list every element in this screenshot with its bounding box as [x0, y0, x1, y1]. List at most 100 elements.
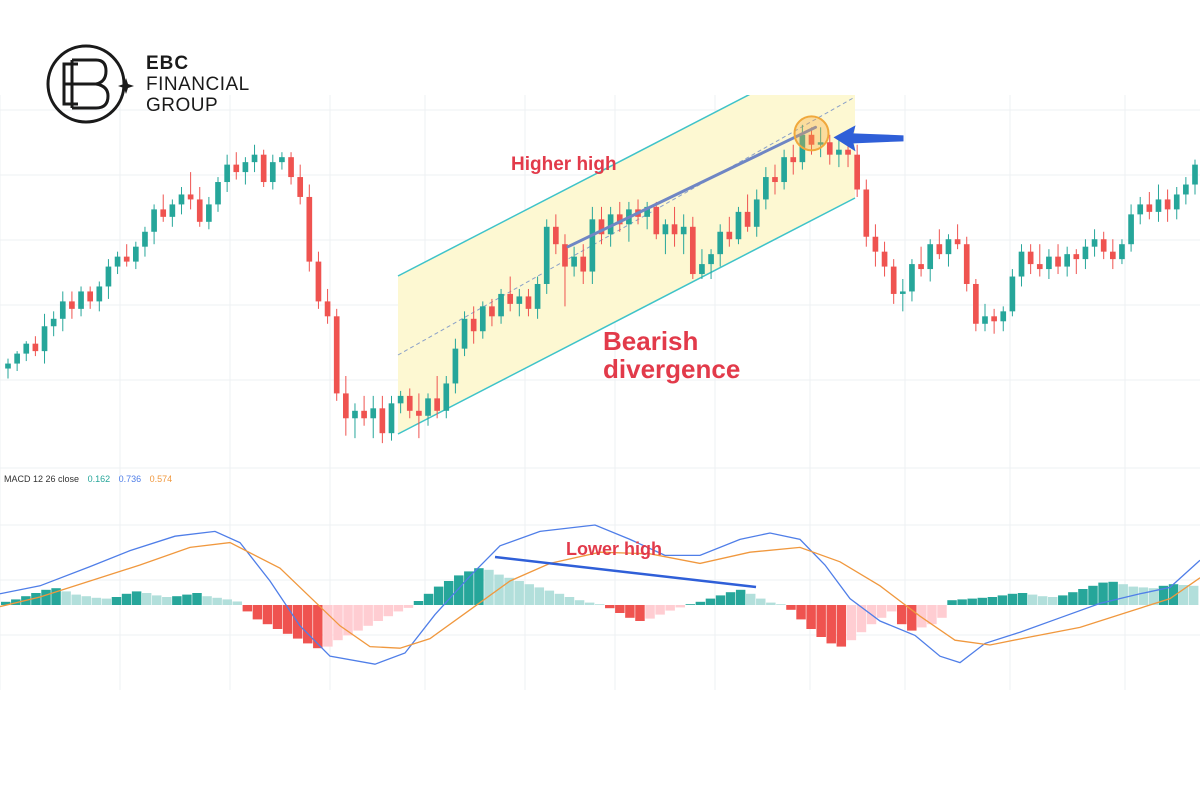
candle-body — [1000, 311, 1007, 322]
candle-body — [470, 318, 477, 332]
histogram-bar — [1068, 592, 1078, 605]
histogram-bar — [303, 605, 313, 644]
macd-legend: MACD 12 26 close 0.162 0.736 0.574 — [4, 474, 172, 484]
macd-legend-title: MACD 12 26 close — [4, 474, 79, 484]
histogram-bar — [886, 605, 897, 612]
histogram-bar — [393, 605, 404, 612]
candle-body — [452, 348, 459, 384]
histogram-bar — [655, 605, 665, 615]
candle-body — [726, 231, 733, 240]
candle-body — [370, 408, 377, 419]
histogram-bar — [383, 605, 394, 617]
candle-body — [1091, 239, 1098, 247]
histogram-bar — [917, 605, 927, 628]
candle-body — [178, 194, 185, 205]
histogram-bar — [1188, 585, 1199, 605]
candle-body — [553, 226, 559, 245]
candle-body — [434, 398, 440, 411]
histogram-bar — [826, 605, 836, 644]
macd-legend-histogram-value: 0.162 — [88, 474, 111, 484]
histogram-bar — [323, 605, 333, 647]
histogram-bar — [695, 601, 706, 605]
candle-body — [680, 226, 687, 235]
histogram-bar — [816, 605, 826, 637]
candle-body — [836, 149, 842, 155]
arrow-icon — [833, 125, 904, 152]
peak-highlight-circle — [793, 115, 830, 152]
candle-body — [123, 256, 130, 262]
candle-body — [790, 157, 797, 163]
candle-body — [406, 395, 413, 411]
histogram-bar — [1027, 594, 1038, 605]
histogram-bar — [554, 593, 565, 605]
histogram-bar — [162, 597, 172, 605]
candle-body — [1128, 214, 1134, 245]
histogram-bar — [534, 587, 545, 605]
histogram-bar — [242, 605, 253, 612]
candle-body — [598, 219, 605, 235]
histogram-bar — [635, 605, 645, 621]
candle-body — [1009, 276, 1016, 312]
histogram-bar — [31, 593, 41, 605]
candle-body — [196, 199, 203, 222]
histogram-bar — [725, 592, 736, 605]
histogram-bar — [172, 596, 182, 605]
histogram-bar — [907, 605, 917, 631]
channel-lower-line — [397, 197, 856, 435]
histogram-bar — [1058, 595, 1068, 605]
histogram-bar — [605, 605, 615, 609]
histogram-bar — [745, 593, 756, 605]
macd-histogram — [1, 568, 1199, 649]
candle-body — [845, 149, 851, 155]
candle-body — [872, 236, 879, 252]
histogram-bar — [594, 604, 605, 605]
candle-body — [772, 177, 778, 183]
candle-body — [233, 164, 240, 173]
candle-body — [753, 199, 760, 227]
candle-body — [909, 264, 915, 292]
candle-body — [1109, 251, 1116, 260]
candle-body — [279, 157, 285, 163]
histogram-bar — [222, 599, 232, 605]
histogram-bar — [443, 581, 454, 605]
histogram-bar — [141, 593, 152, 605]
candle-body — [1046, 256, 1052, 270]
bearish-divergence-label-line2: divergence — [603, 354, 740, 384]
histogram-bar — [1088, 585, 1098, 605]
candle-body — [881, 251, 888, 267]
histogram-bar — [51, 588, 61, 605]
candle-body — [534, 283, 541, 309]
candle-body — [343, 393, 349, 419]
histogram-bar — [282, 605, 293, 634]
histogram-bar — [464, 571, 474, 605]
histogram-bar — [403, 605, 414, 608]
candle-body — [333, 316, 340, 394]
candle-body — [425, 398, 431, 416]
histogram-bar — [967, 598, 977, 605]
histogram-bar — [1, 601, 11, 605]
candle-body — [954, 239, 961, 245]
candle-body — [489, 306, 495, 317]
histogram-bar — [786, 605, 796, 610]
histogram-bar — [705, 598, 716, 605]
histogram-bar — [615, 605, 625, 613]
candle-body — [251, 154, 258, 163]
candle-body — [269, 162, 276, 183]
histogram-bar — [313, 605, 323, 649]
candle-body — [781, 157, 787, 183]
histogram-bar — [735, 589, 746, 605]
candle-body — [708, 254, 714, 265]
brand-line-financial: FINANCIAL — [146, 74, 250, 95]
histogram-bar — [756, 598, 766, 605]
candle-body — [899, 291, 906, 294]
histogram-bar — [474, 568, 484, 605]
histogram-bar — [524, 584, 534, 605]
candle-body — [616, 214, 623, 225]
candle-body — [717, 231, 724, 255]
candle-body — [1192, 164, 1198, 185]
histogram-bar — [504, 577, 514, 605]
candle-body — [260, 154, 267, 183]
candle-body — [96, 286, 103, 302]
histogram-bar — [625, 605, 635, 618]
candle-body — [507, 293, 514, 304]
